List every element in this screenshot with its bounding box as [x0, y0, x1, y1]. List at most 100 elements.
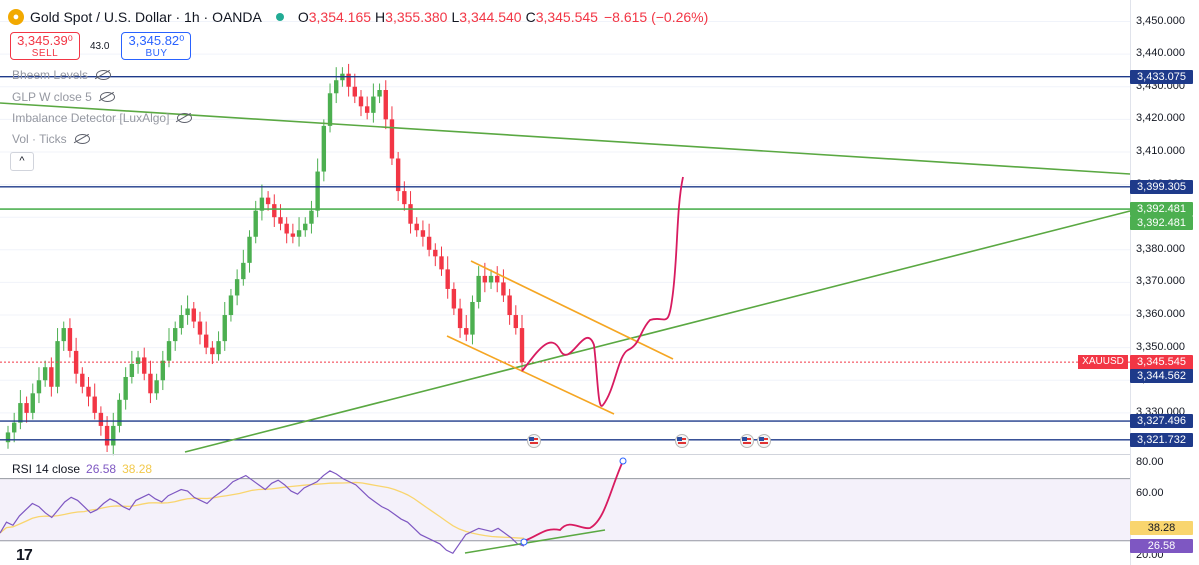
rsi-trendline [464, 529, 606, 554]
candle-body [315, 171, 320, 211]
indicator-vol-ticks[interactable]: Vol · Ticks [12, 132, 90, 146]
candle-body [272, 204, 277, 218]
candle-body [216, 341, 221, 355]
eye-hidden-icon[interactable] [96, 70, 112, 80]
candle-body [296, 230, 302, 237]
channel-upper-line [470, 260, 674, 360]
open-value: 3,354.165 [308, 9, 372, 25]
candle-body [495, 275, 500, 283]
sell-label: SELL [31, 48, 59, 59]
candle-body [241, 262, 246, 280]
candle-body [414, 223, 419, 231]
candle-body [358, 96, 364, 107]
candle-body [142, 357, 147, 374]
rsi-legend: RSI 14 close 26.58 38.28 [12, 462, 152, 476]
us-flag-event-icon[interactable] [740, 434, 754, 448]
open-label: O [297, 9, 309, 25]
indicator-label: Imbalance Detector [LuxAlgo] [12, 111, 170, 125]
rsi-projection-drawing [523, 460, 624, 542]
us-flag-event-icon[interactable] [675, 434, 689, 448]
gold-logo-icon: ● [8, 9, 24, 25]
candle-body [321, 125, 327, 172]
symbol-price-tag: XAUUSD [1078, 355, 1128, 370]
candle-body [352, 86, 357, 97]
rsi-anchor-point [520, 538, 528, 546]
price-tick-label: 3,410.000 [1136, 144, 1185, 157]
candles [5, 63, 525, 456]
candle-body [98, 412, 104, 426]
eye-hidden-icon[interactable] [177, 113, 193, 123]
candle-body [519, 328, 525, 363]
sell-price: 3,345.39⁰ [17, 33, 73, 48]
candle-body [30, 393, 35, 413]
sell-button[interactable]: 3,345.39⁰ SELL [10, 32, 80, 60]
candle-body [408, 204, 413, 224]
rsi-ma-line [0, 481, 525, 539]
price-tick-label: 3,350.000 [1136, 340, 1185, 353]
eye-hidden-icon[interactable] [99, 92, 115, 102]
candle-body [247, 236, 252, 263]
candle-body [364, 106, 370, 113]
us-flag-event-icon[interactable] [527, 434, 541, 448]
eye-hidden-icon[interactable] [74, 134, 90, 144]
us-flag-event-icon[interactable] [757, 434, 771, 448]
candle-body [383, 90, 388, 120]
indicator-glp-w-close[interactable]: GLP W close 5 [12, 90, 115, 104]
chart-header: ● Gold Spot / U.S. Dollar · 1h · OANDA O… [8, 6, 708, 28]
price-tick-label: 3,380.000 [1136, 242, 1185, 255]
candle-body [470, 301, 475, 335]
candle-body [488, 275, 494, 283]
candle-body [173, 328, 178, 342]
collapse-indicators-button[interactable]: ^ [10, 152, 34, 171]
candle-body [203, 334, 209, 348]
candle-body [67, 328, 73, 351]
candle-body [11, 422, 17, 433]
market-open-status-icon [275, 13, 284, 21]
candle-body [439, 256, 444, 270]
buy-label: BUY [145, 48, 168, 59]
rsi-value: 26.58 [86, 462, 117, 476]
candle-body [92, 396, 97, 413]
candle-body [24, 403, 29, 413]
ascending-trendline [184, 210, 1131, 453]
candle-body [265, 197, 271, 205]
indicator-imbalance-detector[interactable]: Imbalance Detector [LuxAlgo] [12, 111, 193, 125]
candle-body [5, 432, 11, 443]
candle-body [395, 158, 401, 192]
candle-body [222, 315, 227, 342]
candle-body [513, 315, 519, 329]
candle-body [36, 380, 42, 394]
price-tick-label: 3,440.000 [1136, 47, 1185, 60]
candle-body [389, 119, 395, 159]
rsi-ma-value: 38.28 [122, 462, 153, 476]
candle-body [210, 347, 215, 355]
buy-button[interactable]: 3,345.82⁰ BUY [121, 32, 192, 60]
candle-body [426, 236, 432, 250]
candle-body [371, 96, 376, 113]
price-tick-label: 3,420.000 [1136, 112, 1185, 125]
candle-body [197, 321, 203, 335]
candle-body [234, 279, 240, 296]
candle-body [148, 373, 153, 394]
buy-price: 3,345.82⁰ [128, 33, 185, 48]
candle-body [123, 376, 128, 400]
candle-body [111, 425, 116, 446]
spread-value: 43.0 [90, 40, 110, 52]
candle-body [501, 282, 506, 296]
candle-body [61, 328, 66, 342]
rsi-label: RSI 14 close [12, 462, 81, 476]
candle-body [160, 360, 166, 381]
price-level-tag: 3,433.075 [1130, 69, 1193, 84]
candle-body [80, 373, 85, 387]
change-value: −8.615 (−0.26%) [603, 9, 709, 25]
candle-body [327, 93, 333, 126]
indicator-bheem-levels[interactable]: Bheem Levels [12, 68, 112, 82]
symbol-title[interactable]: Gold Spot / U.S. Dollar · 1h · OANDA [30, 9, 262, 25]
candle-body [18, 403, 23, 423]
rsi-tick-label: 80.00 [1136, 456, 1164, 469]
candle-body [228, 295, 234, 316]
candle-body [476, 275, 481, 302]
candle-body [42, 367, 48, 381]
candle-body [464, 328, 469, 335]
